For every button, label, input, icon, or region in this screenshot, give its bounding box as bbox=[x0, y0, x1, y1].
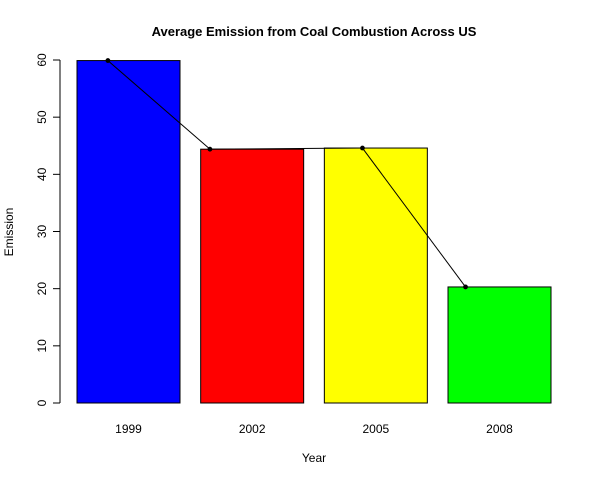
y-tick-label: 0 bbox=[35, 399, 49, 406]
bar-2008 bbox=[447, 286, 552, 404]
trend-line bbox=[105, 58, 468, 290]
x-tick-labels: 1999 2002 2005 2008 bbox=[115, 422, 513, 436]
x-tick-label-2002: 2002 bbox=[239, 422, 266, 436]
y-tick-label: 30 bbox=[35, 225, 49, 239]
trend-point-2002 bbox=[207, 146, 213, 152]
trend-point-2008 bbox=[463, 284, 468, 290]
y-tick-label: 50 bbox=[35, 110, 49, 124]
y-tick-label: 60 bbox=[35, 53, 49, 67]
bar-2005 bbox=[323, 147, 428, 404]
bar-1999 bbox=[76, 60, 181, 404]
bars bbox=[76, 60, 552, 404]
trend-segment bbox=[209, 147, 363, 150]
trend-segment bbox=[362, 147, 466, 288]
y-axis-label: Emission bbox=[2, 208, 16, 257]
trend-segment bbox=[107, 60, 211, 150]
trend-point-2005 bbox=[360, 145, 365, 151]
y-tick-label: 10 bbox=[35, 339, 49, 353]
y-tick-label: 20 bbox=[35, 282, 49, 296]
x-tick-label-2008: 2008 bbox=[486, 422, 513, 436]
y-tick-label: 40 bbox=[35, 167, 49, 181]
bar-2002 bbox=[200, 148, 305, 404]
x-axis-label: Year bbox=[302, 451, 326, 465]
trend-point-1999 bbox=[105, 58, 111, 63]
y-axis: 0 10 20 30 40 50 60 bbox=[35, 53, 61, 406]
x-tick-label-1999: 1999 bbox=[115, 422, 142, 436]
x-tick-label-2005: 2005 bbox=[362, 422, 389, 436]
chart-title: Average Emission from Coal Combustion Ac… bbox=[152, 24, 477, 39]
